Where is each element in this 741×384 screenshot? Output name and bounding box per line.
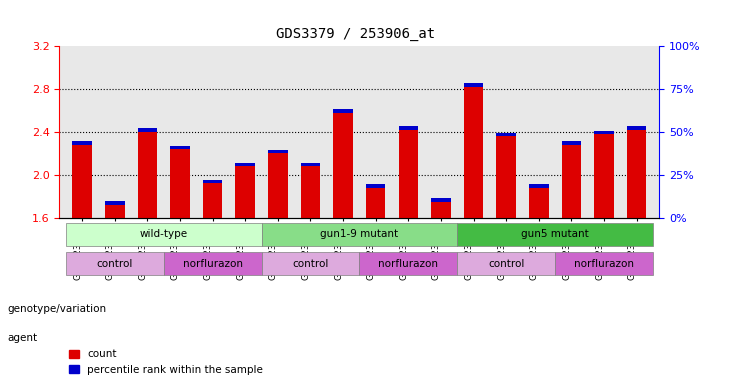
Bar	[431, 198, 451, 202]
Bar	[496, 136, 516, 218]
Bar	[457, 252, 555, 275]
Bar	[529, 184, 548, 187]
Bar	[203, 180, 222, 183]
Text: control: control	[488, 258, 525, 269]
Bar	[262, 223, 457, 246]
Text: norflurazon: norflurazon	[182, 258, 242, 269]
Bar	[627, 126, 646, 130]
Text: GDS3379 / 253906_at: GDS3379 / 253906_at	[276, 27, 435, 41]
Text: norflurazon: norflurazon	[379, 258, 439, 269]
Bar	[268, 153, 288, 218]
Bar	[333, 109, 353, 113]
Bar	[366, 184, 385, 187]
Text: wild-type: wild-type	[139, 229, 187, 239]
Bar	[627, 130, 646, 218]
Text: gun5 mutant: gun5 mutant	[521, 229, 589, 239]
Bar	[399, 130, 418, 218]
Bar	[333, 113, 353, 218]
Text: control: control	[96, 258, 133, 269]
Bar	[138, 128, 157, 132]
Bar	[594, 134, 614, 218]
Bar	[464, 83, 483, 87]
Bar	[594, 131, 614, 134]
Bar	[301, 166, 320, 218]
Text: norflurazon: norflurazon	[574, 258, 634, 269]
Bar	[562, 141, 581, 145]
Bar	[555, 252, 653, 275]
Bar	[496, 133, 516, 136]
Bar	[105, 201, 124, 205]
Bar	[105, 205, 124, 218]
Text: control: control	[292, 258, 329, 269]
Bar	[529, 187, 548, 218]
Bar	[431, 202, 451, 218]
Bar	[262, 252, 359, 275]
Bar	[366, 187, 385, 218]
Bar	[268, 150, 288, 153]
Bar	[359, 252, 457, 275]
Text: agent: agent	[7, 333, 38, 343]
Bar	[457, 223, 653, 246]
Bar	[170, 149, 190, 218]
Bar	[399, 126, 418, 130]
Bar	[301, 163, 320, 166]
Bar	[236, 166, 255, 218]
Bar	[164, 252, 262, 275]
Bar	[66, 223, 262, 246]
Text: genotype/variation: genotype/variation	[7, 304, 107, 314]
Text: gun1-9 mutant: gun1-9 mutant	[320, 229, 399, 239]
Bar	[170, 146, 190, 149]
Bar	[562, 145, 581, 218]
Bar	[203, 183, 222, 218]
Bar	[73, 141, 92, 145]
Bar	[66, 252, 164, 275]
Bar	[138, 132, 157, 218]
Bar	[73, 145, 92, 218]
Bar	[236, 163, 255, 166]
Legend: count, percentile rank within the sample: count, percentile rank within the sample	[64, 345, 268, 379]
Bar	[464, 87, 483, 218]
